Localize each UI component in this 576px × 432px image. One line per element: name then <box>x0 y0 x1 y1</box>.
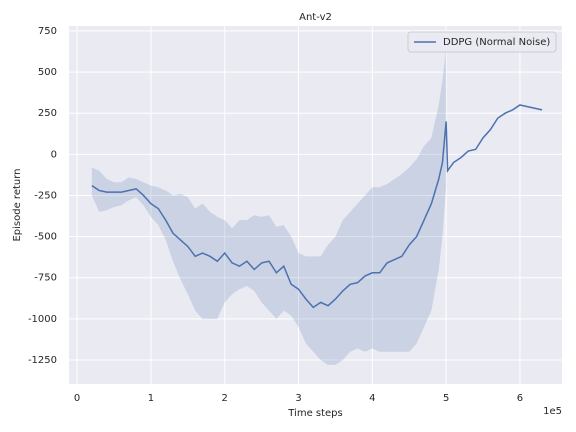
y-tick-label: 750 <box>38 26 57 37</box>
y-tick-label: -1000 <box>28 314 57 325</box>
y-tick-label: -500 <box>34 232 57 243</box>
x-tick-label: 4 <box>369 393 375 404</box>
line <box>91 104 543 309</box>
x-tick-label: 0 <box>74 393 80 404</box>
y-tick-label: 500 <box>38 67 57 78</box>
y-tick-label: -750 <box>34 273 57 284</box>
confidence-band <box>91 47 447 365</box>
x-tick-label: 1 <box>148 393 154 404</box>
x-tick-label: 6 <box>517 393 523 404</box>
x-offset-text: 1e5 <box>543 406 562 417</box>
y-tick-label: 0 <box>51 149 57 160</box>
y-tick-label: 250 <box>38 108 57 119</box>
x-tick-label: 3 <box>295 393 301 404</box>
y-tick-label: -1250 <box>28 355 57 366</box>
marks <box>91 47 543 365</box>
legend-box <box>407 31 557 53</box>
y-tick-label: -250 <box>34 190 57 201</box>
chart-title: Ant-v2 <box>299 12 332 23</box>
x-tick-label: 2 <box>222 393 228 404</box>
legend: DDPG (Normal Noise) <box>407 31 557 53</box>
grid <box>69 26 562 384</box>
x-tick-label: 5 <box>443 393 449 404</box>
x-axis-label: Time steps <box>287 408 343 419</box>
legend-label: DDPG (Normal Noise) <box>443 37 550 48</box>
y-axis-label: Episode return <box>12 168 23 241</box>
